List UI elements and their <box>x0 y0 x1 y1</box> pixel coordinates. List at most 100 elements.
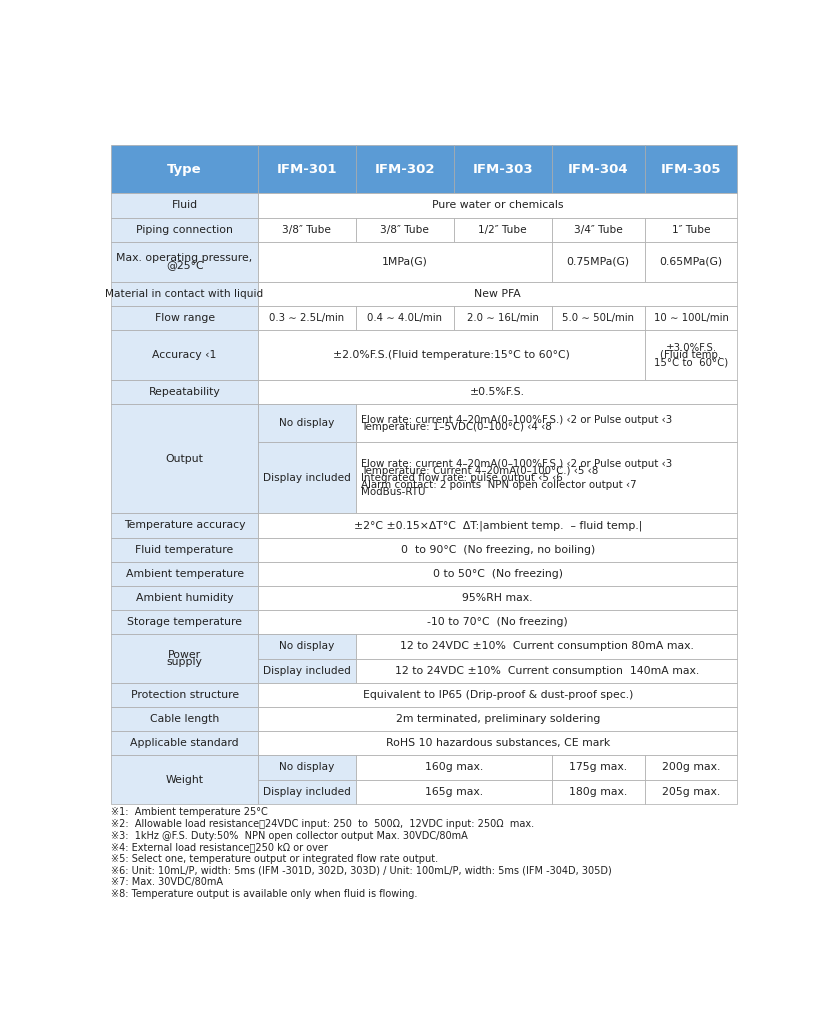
Text: 2m terminated, preliminary soldering: 2m terminated, preliminary soldering <box>395 714 600 724</box>
Text: ※2:  Allowable load resistance：24VDC input: 250  to  500Ω,  12VDC input: 250Ω  m: ※2: Allowable load resistance：24VDC inpu… <box>111 819 533 829</box>
Bar <box>111 217 258 242</box>
Bar <box>356 404 737 442</box>
Text: No display: No display <box>279 419 334 428</box>
Text: Fluid temperature: Fluid temperature <box>136 545 233 555</box>
Bar <box>643 756 737 779</box>
Bar <box>356 658 737 683</box>
Text: Alarm contact: 2 points  NPN open collector output ‹7: Alarm contact: 2 points NPN open collect… <box>361 480 636 489</box>
Text: ※1:  Ambient temperature 25°C: ※1: Ambient temperature 25°C <box>111 807 268 817</box>
Bar <box>258 194 737 217</box>
Text: Weight: Weight <box>165 774 203 784</box>
Bar <box>258 242 551 282</box>
Bar <box>551 756 643 779</box>
Bar <box>551 145 643 194</box>
Bar <box>258 306 356 330</box>
Bar <box>111 538 258 562</box>
Bar <box>258 756 356 779</box>
Text: 10 ∼ 100L/min: 10 ∼ 100L/min <box>653 313 728 323</box>
Bar <box>111 707 258 731</box>
Bar <box>258 145 356 194</box>
Bar <box>258 562 737 586</box>
Text: @25°C: @25°C <box>165 260 203 270</box>
Bar <box>453 145 551 194</box>
Bar <box>111 145 258 194</box>
Bar <box>643 217 737 242</box>
Bar <box>643 242 737 282</box>
Bar <box>643 306 737 330</box>
Text: IFM-304: IFM-304 <box>567 163 628 176</box>
Bar <box>258 683 737 707</box>
Bar <box>356 217 453 242</box>
Text: 0.4 ∼ 4.0L/min: 0.4 ∼ 4.0L/min <box>367 313 442 323</box>
Text: Type: Type <box>167 163 202 176</box>
Text: IFM-305: IFM-305 <box>660 163 720 176</box>
Bar <box>258 707 737 731</box>
Text: Ambient temperature: Ambient temperature <box>126 568 243 579</box>
Text: Display included: Display included <box>263 473 351 483</box>
Bar <box>258 586 737 610</box>
Text: Pure water or chemicals: Pure water or chemicals <box>432 201 563 211</box>
Bar <box>551 306 643 330</box>
Text: Storage temperature: Storage temperature <box>127 617 241 628</box>
Bar <box>111 330 258 380</box>
Bar <box>111 306 258 330</box>
Text: 1″ Tube: 1″ Tube <box>671 224 710 234</box>
Bar <box>258 380 737 404</box>
Text: 15°C to  60°C): 15°C to 60°C) <box>653 357 727 367</box>
Text: No display: No display <box>279 641 334 651</box>
Text: 12 to 24VDC ±10%  Current consumption  140mA max.: 12 to 24VDC ±10% Current consumption 140… <box>394 666 698 676</box>
Text: 3/4″ Tube: 3/4″ Tube <box>573 224 622 234</box>
Bar <box>111 404 258 513</box>
Text: Flow range: Flow range <box>155 313 214 323</box>
Text: 205g max.: 205g max. <box>661 786 719 797</box>
Bar <box>356 756 551 779</box>
Bar <box>356 145 453 194</box>
Text: Max. operating pressure,: Max. operating pressure, <box>117 253 252 263</box>
Bar <box>111 683 258 707</box>
Bar <box>111 194 258 217</box>
Text: Piping connection: Piping connection <box>136 224 232 234</box>
Text: 175g max.: 175g max. <box>568 763 626 772</box>
Text: 0  to 90°C  (No freezing, no boiling): 0 to 90°C (No freezing, no boiling) <box>400 545 594 555</box>
Text: supply: supply <box>166 657 203 668</box>
Text: 200g max.: 200g max. <box>661 763 719 772</box>
Text: -10 to 70°C  (No freezing): -10 to 70°C (No freezing) <box>427 617 567 628</box>
Text: 12 to 24VDC ±10%  Current consumption 80mA max.: 12 to 24VDC ±10% Current consumption 80m… <box>399 641 693 651</box>
Text: 0.3 ∼ 2.5L/min: 0.3 ∼ 2.5L/min <box>269 313 344 323</box>
Text: ※7: Max. 30VDC/80mA: ※7: Max. 30VDC/80mA <box>111 878 223 888</box>
Bar <box>111 562 258 586</box>
Text: 0 to 50°C  (No freezing): 0 to 50°C (No freezing) <box>433 568 562 579</box>
Text: 95%RH max.: 95%RH max. <box>462 593 533 603</box>
Text: Repeatability: Repeatability <box>149 387 220 397</box>
Text: IFM-302: IFM-302 <box>374 163 434 176</box>
Text: 0.65MPa(G): 0.65MPa(G) <box>658 257 722 266</box>
Bar <box>643 779 737 804</box>
Text: IFM-301: IFM-301 <box>276 163 337 176</box>
Bar <box>111 731 258 756</box>
Bar <box>356 779 551 804</box>
Text: Fluid: Fluid <box>171 201 198 211</box>
Bar <box>356 634 737 658</box>
Bar <box>111 610 258 634</box>
Bar <box>258 538 737 562</box>
Text: 3/8″ Tube: 3/8″ Tube <box>380 224 428 234</box>
Bar <box>111 282 258 306</box>
Text: Flow rate: current 4–20mA(0–100%F.S.) ‹2 or Pulse output ‹3: Flow rate: current 4–20mA(0–100%F.S.) ‹2… <box>361 459 672 469</box>
Text: Integrated flow rate: pulse output ‹5 ‹6: Integrated flow rate: pulse output ‹5 ‹6 <box>361 473 562 483</box>
Bar <box>258 330 643 380</box>
Text: Equivalent to IP65 (Drip-proof & dust-proof spec.): Equivalent to IP65 (Drip-proof & dust-pr… <box>362 690 632 699</box>
Text: 0.75MPa(G): 0.75MPa(G) <box>566 257 629 266</box>
Bar <box>551 242 643 282</box>
Text: ※6: Unit: 10mL/P, width: 5ms (IFM -301D, 302D, 303D) / Unit: 100mL/P, width: 5ms: ※6: Unit: 10mL/P, width: 5ms (IFM -301D,… <box>111 865 611 876</box>
Bar <box>258 634 356 658</box>
Text: Ambient humidity: Ambient humidity <box>136 593 233 603</box>
Text: Temperature accuracy: Temperature accuracy <box>124 520 245 530</box>
Bar <box>356 442 737 513</box>
Bar <box>551 217 643 242</box>
Text: Applicable standard: Applicable standard <box>130 738 239 749</box>
Text: Power: Power <box>168 650 201 659</box>
Text: ±2°C ±0.15×ΔT°C  ΔT:|ambient temp.  – fluid temp.|: ±2°C ±0.15×ΔT°C ΔT:|ambient temp. – flui… <box>353 520 641 530</box>
Bar <box>551 779 643 804</box>
Bar <box>356 306 453 330</box>
Text: ※4: External load resistance：250 kΩ or over: ※4: External load resistance：250 kΩ or o… <box>111 843 327 852</box>
